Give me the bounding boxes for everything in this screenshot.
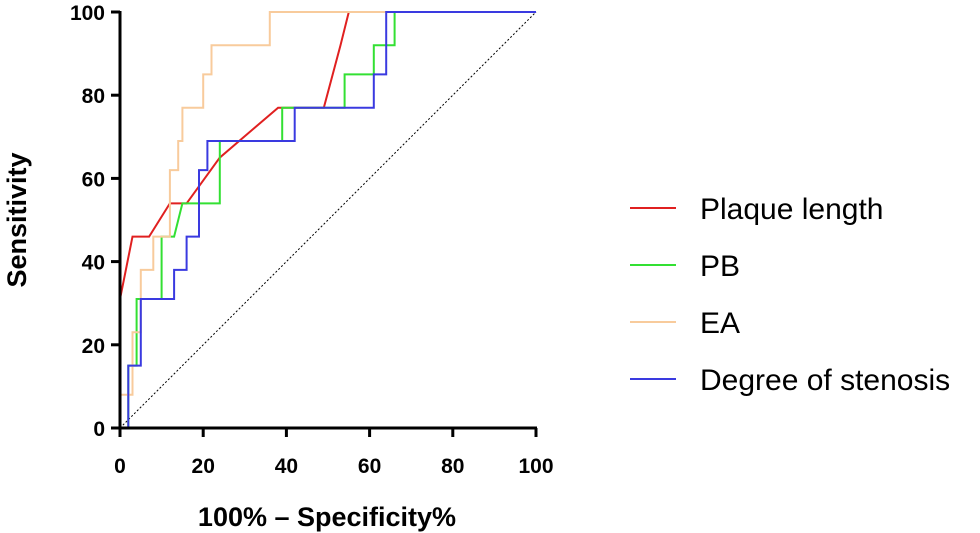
series-line-degree-of-stenosis <box>120 11 536 429</box>
y-tick-label: 40 <box>82 252 105 275</box>
y-tick-label: 20 <box>82 335 105 358</box>
series-line-pb <box>120 11 536 429</box>
series-line-ea <box>119 11 536 428</box>
legend-label-degree-of-stenosis: Degree of stenosis <box>700 364 950 397</box>
x-tick-label: 40 <box>275 455 298 478</box>
legend-label-pb: PB <box>700 250 740 283</box>
legend: Plaque length PB EA Degree of stenosis <box>630 193 950 397</box>
x-tick-label: 0 <box>114 455 126 478</box>
x-tick-label: 80 <box>441 455 464 478</box>
legend-label-plaque-length: Plaque length <box>700 193 884 226</box>
x-tick-label: 60 <box>358 455 381 478</box>
y-tick-label: 80 <box>82 85 105 108</box>
reference-line <box>119 11 537 429</box>
legend-label-ea: EA <box>700 307 740 340</box>
axes: 0 20 40 60 80 100 0 20 40 60 80 100 <box>70 2 554 478</box>
y-axis-title: Sensitivity <box>2 152 32 287</box>
x-tick-label: 20 <box>192 455 215 478</box>
x-tick-label: 100 <box>518 455 553 478</box>
plot-area <box>119 11 537 429</box>
x-axis-title: 100% – Specificity% <box>198 502 456 532</box>
y-tick-label: 100 <box>70 2 105 25</box>
y-tick-label: 0 <box>93 418 105 441</box>
y-tick-label: 60 <box>82 168 105 191</box>
